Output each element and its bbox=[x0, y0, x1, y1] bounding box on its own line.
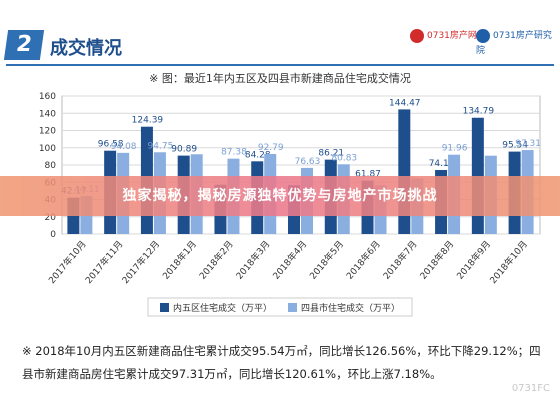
data-label: 90.89 bbox=[171, 145, 197, 155]
data-label: 61.87 bbox=[355, 170, 381, 180]
data-label: 94.08 bbox=[111, 142, 137, 152]
chart-title: ※ 图：最近1年内五区及四县市新建商品住宅成交情况 bbox=[149, 71, 411, 85]
data-label: 91.96 bbox=[442, 144, 468, 154]
x-tick-label: 2018年8月 bbox=[417, 238, 456, 281]
legend-label: 四县市住宅成交（万平） bbox=[301, 302, 400, 314]
x-tick-label: 2017年10月 bbox=[46, 238, 89, 286]
x-tick-label: 2018年6月 bbox=[344, 238, 383, 281]
section-title: 成交情况 bbox=[50, 38, 122, 59]
y-tick-label: 0 bbox=[50, 230, 56, 240]
x-tick-label: 2018年10月 bbox=[487, 238, 530, 286]
y-tick-label: 80 bbox=[45, 161, 57, 171]
data-label: 74.18 bbox=[429, 159, 455, 169]
data-label: 134.79 bbox=[463, 107, 495, 117]
x-tick-label: 2018年9月 bbox=[454, 238, 493, 281]
footnote: ※ 2018年10月内五区新建商品住宅累计成交95.54万㎡，同比增长126.5… bbox=[22, 344, 541, 381]
x-tick-label: 2018年5月 bbox=[307, 238, 346, 281]
legend-swatch bbox=[288, 303, 297, 312]
section-number: 2 bbox=[3, 30, 45, 60]
overlay-banner: 独家揭秘，揭秘房源独特优势与房地产市场挑战 bbox=[0, 176, 560, 216]
data-label: 96.58 bbox=[98, 140, 124, 150]
data-label: 84.28 bbox=[245, 150, 271, 160]
y-tick-label: 120 bbox=[39, 127, 56, 137]
data-label: 86.21 bbox=[318, 149, 344, 159]
logo-left: 0731房产网 bbox=[410, 28, 477, 43]
data-label: 87.38 bbox=[221, 148, 247, 158]
logo-right: 0731房产研究院 bbox=[476, 28, 560, 56]
y-tick-label: 160 bbox=[39, 92, 56, 102]
x-tick-label: 2017年11月 bbox=[83, 238, 126, 286]
header-divider bbox=[6, 64, 554, 66]
x-tick-label: 2017年12月 bbox=[119, 238, 162, 286]
legend-label: 内五区住宅成交（万平） bbox=[173, 302, 272, 314]
legend-swatch bbox=[160, 303, 169, 312]
x-tick-label: 2018年4月 bbox=[270, 238, 309, 281]
data-label: 94.75 bbox=[148, 141, 174, 151]
data-label: 97.31 bbox=[515, 139, 541, 149]
logo-right-text: 0731房产研究院 bbox=[476, 31, 552, 56]
x-tick-label: 2018年1月 bbox=[160, 238, 199, 281]
watermark: 0731FC bbox=[511, 383, 550, 394]
data-label: 95.54 bbox=[502, 141, 528, 151]
x-tick-label: 2018年7月 bbox=[380, 238, 419, 281]
data-label: 92.79 bbox=[258, 143, 284, 153]
y-tick-label: 20 bbox=[45, 213, 57, 223]
x-tick-label: 2018年3月 bbox=[233, 238, 272, 281]
logo-left-icon bbox=[410, 28, 424, 43]
y-tick-label: 140 bbox=[39, 109, 56, 119]
data-label: 144.47 bbox=[389, 98, 421, 108]
logo-right-icon bbox=[476, 28, 490, 43]
x-tick-label: 2018年2月 bbox=[197, 238, 236, 281]
data-label: 80.83 bbox=[331, 153, 357, 163]
data-label: 124.39 bbox=[132, 116, 164, 126]
logo-left-text: 0731房产网 bbox=[427, 31, 477, 41]
y-tick-label: 100 bbox=[39, 144, 56, 154]
legend-box bbox=[147, 297, 413, 317]
data-label: 76.63 bbox=[295, 157, 321, 167]
